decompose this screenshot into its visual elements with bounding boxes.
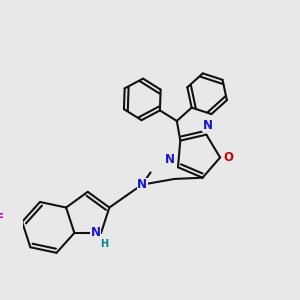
Text: N: N: [165, 153, 175, 166]
Text: N: N: [202, 119, 212, 132]
Text: O: O: [224, 151, 233, 164]
Text: F: F: [0, 212, 4, 225]
Text: N: N: [91, 226, 100, 239]
Text: H: H: [100, 239, 108, 249]
Text: N: N: [137, 178, 147, 191]
